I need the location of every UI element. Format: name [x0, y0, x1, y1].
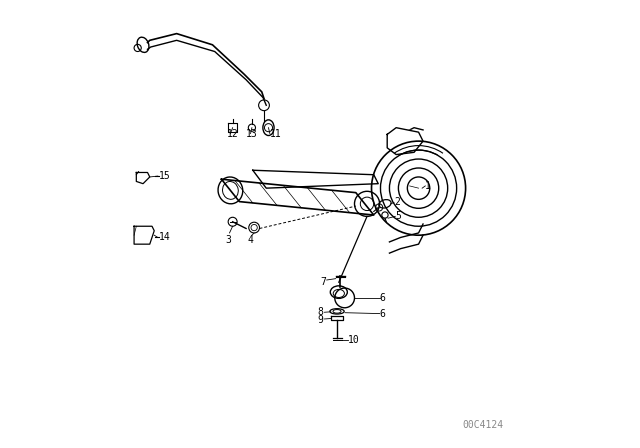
Text: 2: 2	[394, 198, 400, 207]
Text: 8: 8	[317, 307, 324, 317]
Polygon shape	[331, 316, 343, 320]
Polygon shape	[221, 179, 374, 215]
Text: 14: 14	[159, 233, 170, 242]
Polygon shape	[387, 128, 423, 155]
Text: 7: 7	[320, 277, 326, 287]
Text: 15: 15	[159, 171, 170, 181]
Text: 10: 10	[348, 335, 360, 345]
Text: 13: 13	[246, 129, 258, 138]
Text: 4: 4	[248, 235, 253, 245]
Text: 5: 5	[396, 211, 401, 221]
Text: 9: 9	[317, 315, 324, 325]
Polygon shape	[253, 170, 378, 184]
Text: 6: 6	[380, 309, 385, 319]
Text: 11: 11	[270, 129, 282, 138]
Polygon shape	[228, 123, 237, 132]
Text: 1: 1	[425, 181, 431, 191]
Text: 12: 12	[227, 129, 239, 138]
Polygon shape	[134, 226, 154, 244]
Text: 3: 3	[225, 235, 231, 245]
Polygon shape	[136, 172, 150, 181]
Text: 00C4124: 00C4124	[463, 420, 504, 430]
Text: 6: 6	[380, 293, 385, 303]
